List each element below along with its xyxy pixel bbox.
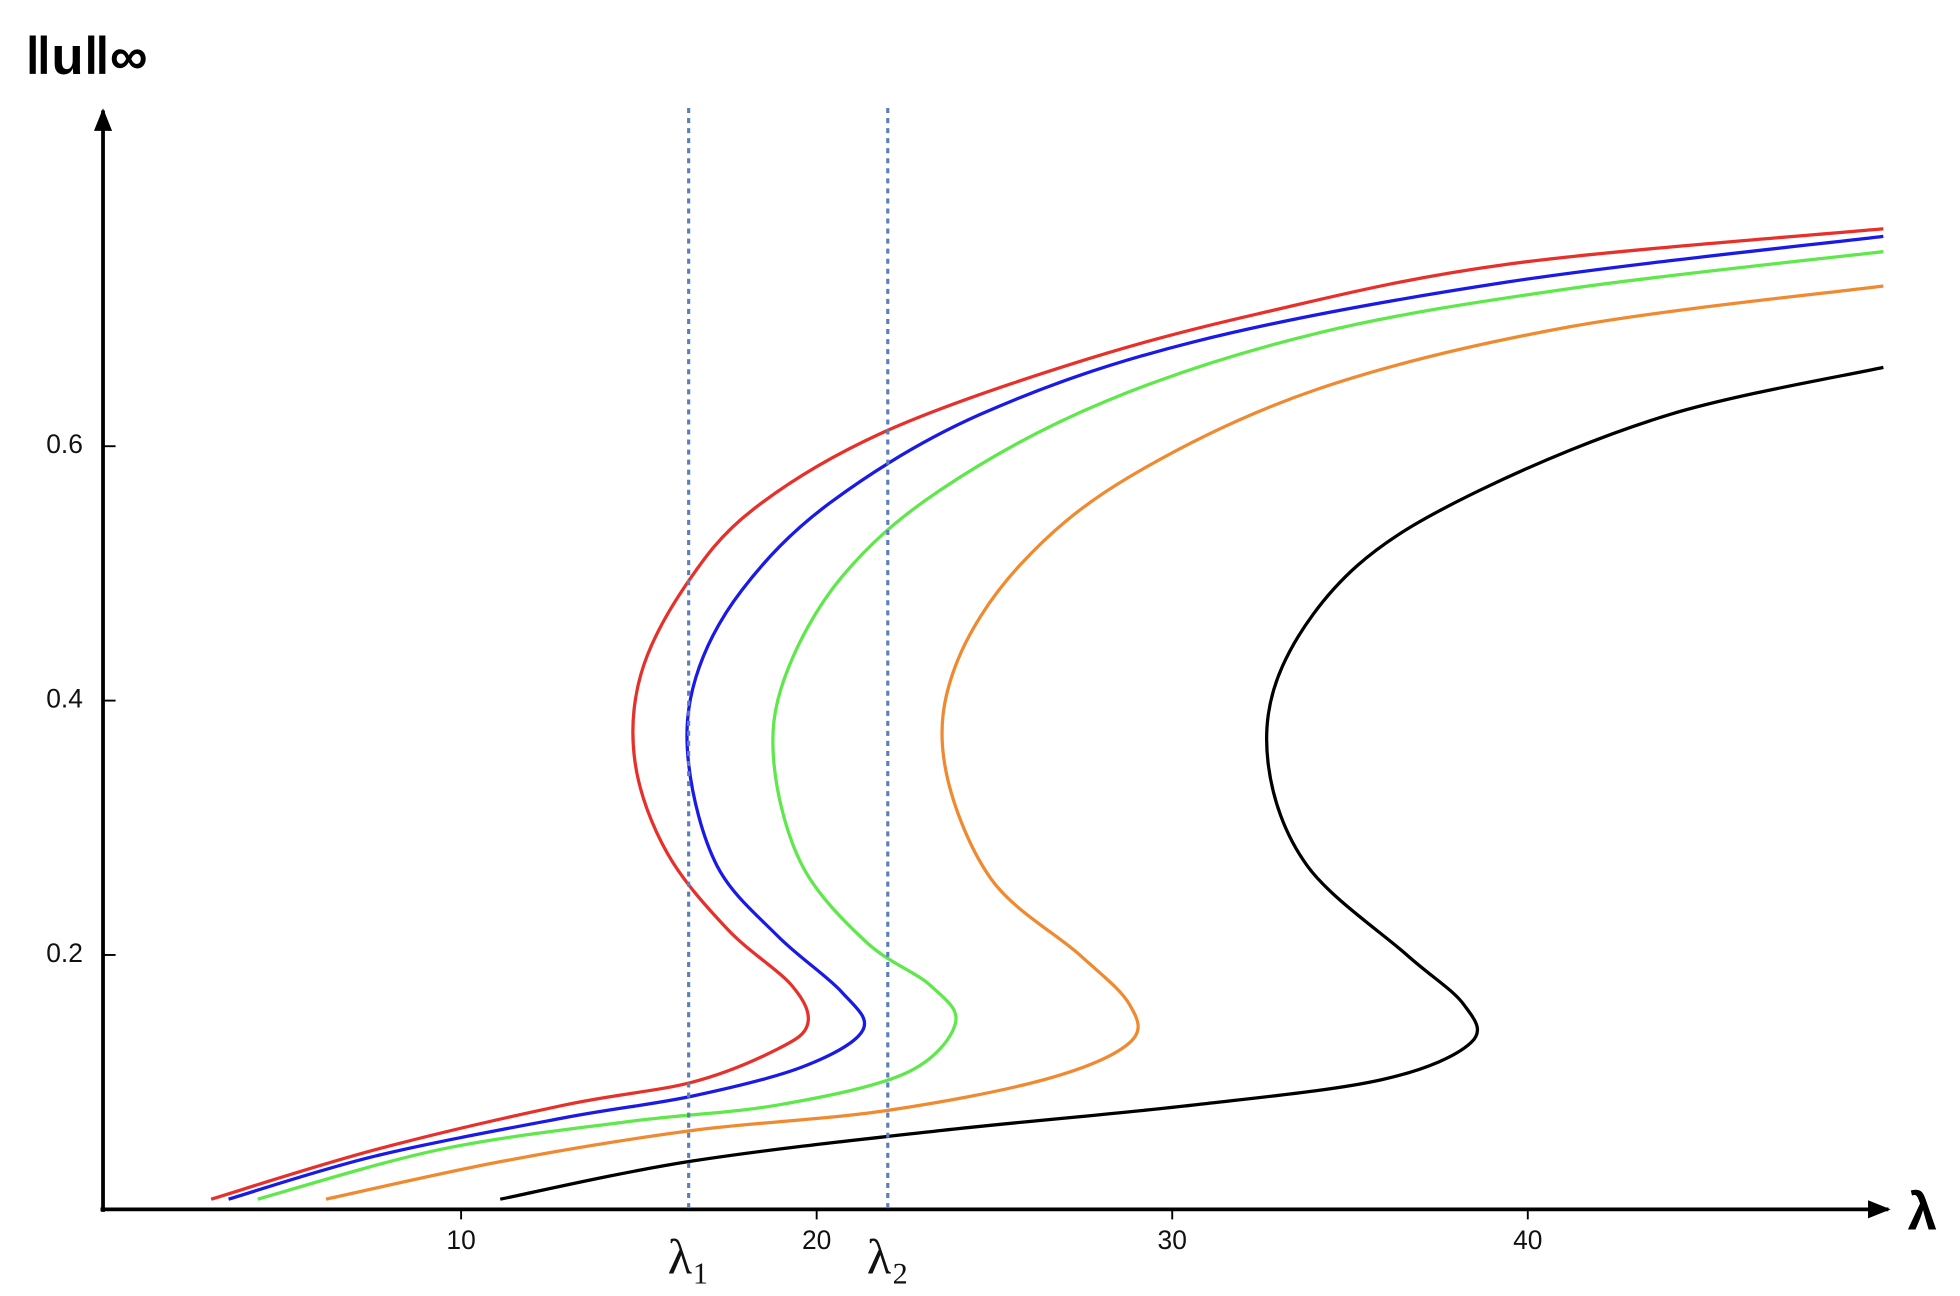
y-tick-label: 0.4 — [46, 684, 83, 714]
x-tick-label: 30 — [1158, 1225, 1187, 1255]
x-tick-label: 10 — [446, 1225, 475, 1255]
curve — [210, 227, 1884, 1201]
y-tick-label: 0.2 — [46, 938, 83, 968]
y-axis-label: ‖u‖∞ — [25, 27, 147, 86]
curve — [228, 234, 1884, 1201]
y-tick-label: 0.6 — [46, 429, 83, 459]
x-tick-label: 20 — [802, 1225, 831, 1255]
reference-label: λ₂ — [867, 1229, 909, 1285]
curve — [499, 365, 1884, 1201]
x-tick-label: 40 — [1513, 1225, 1542, 1255]
x-axis-label: λ — [1908, 1183, 1937, 1242]
curve — [325, 284, 1884, 1201]
curve — [257, 250, 1884, 1201]
reference-label: λ₁ — [668, 1229, 710, 1285]
